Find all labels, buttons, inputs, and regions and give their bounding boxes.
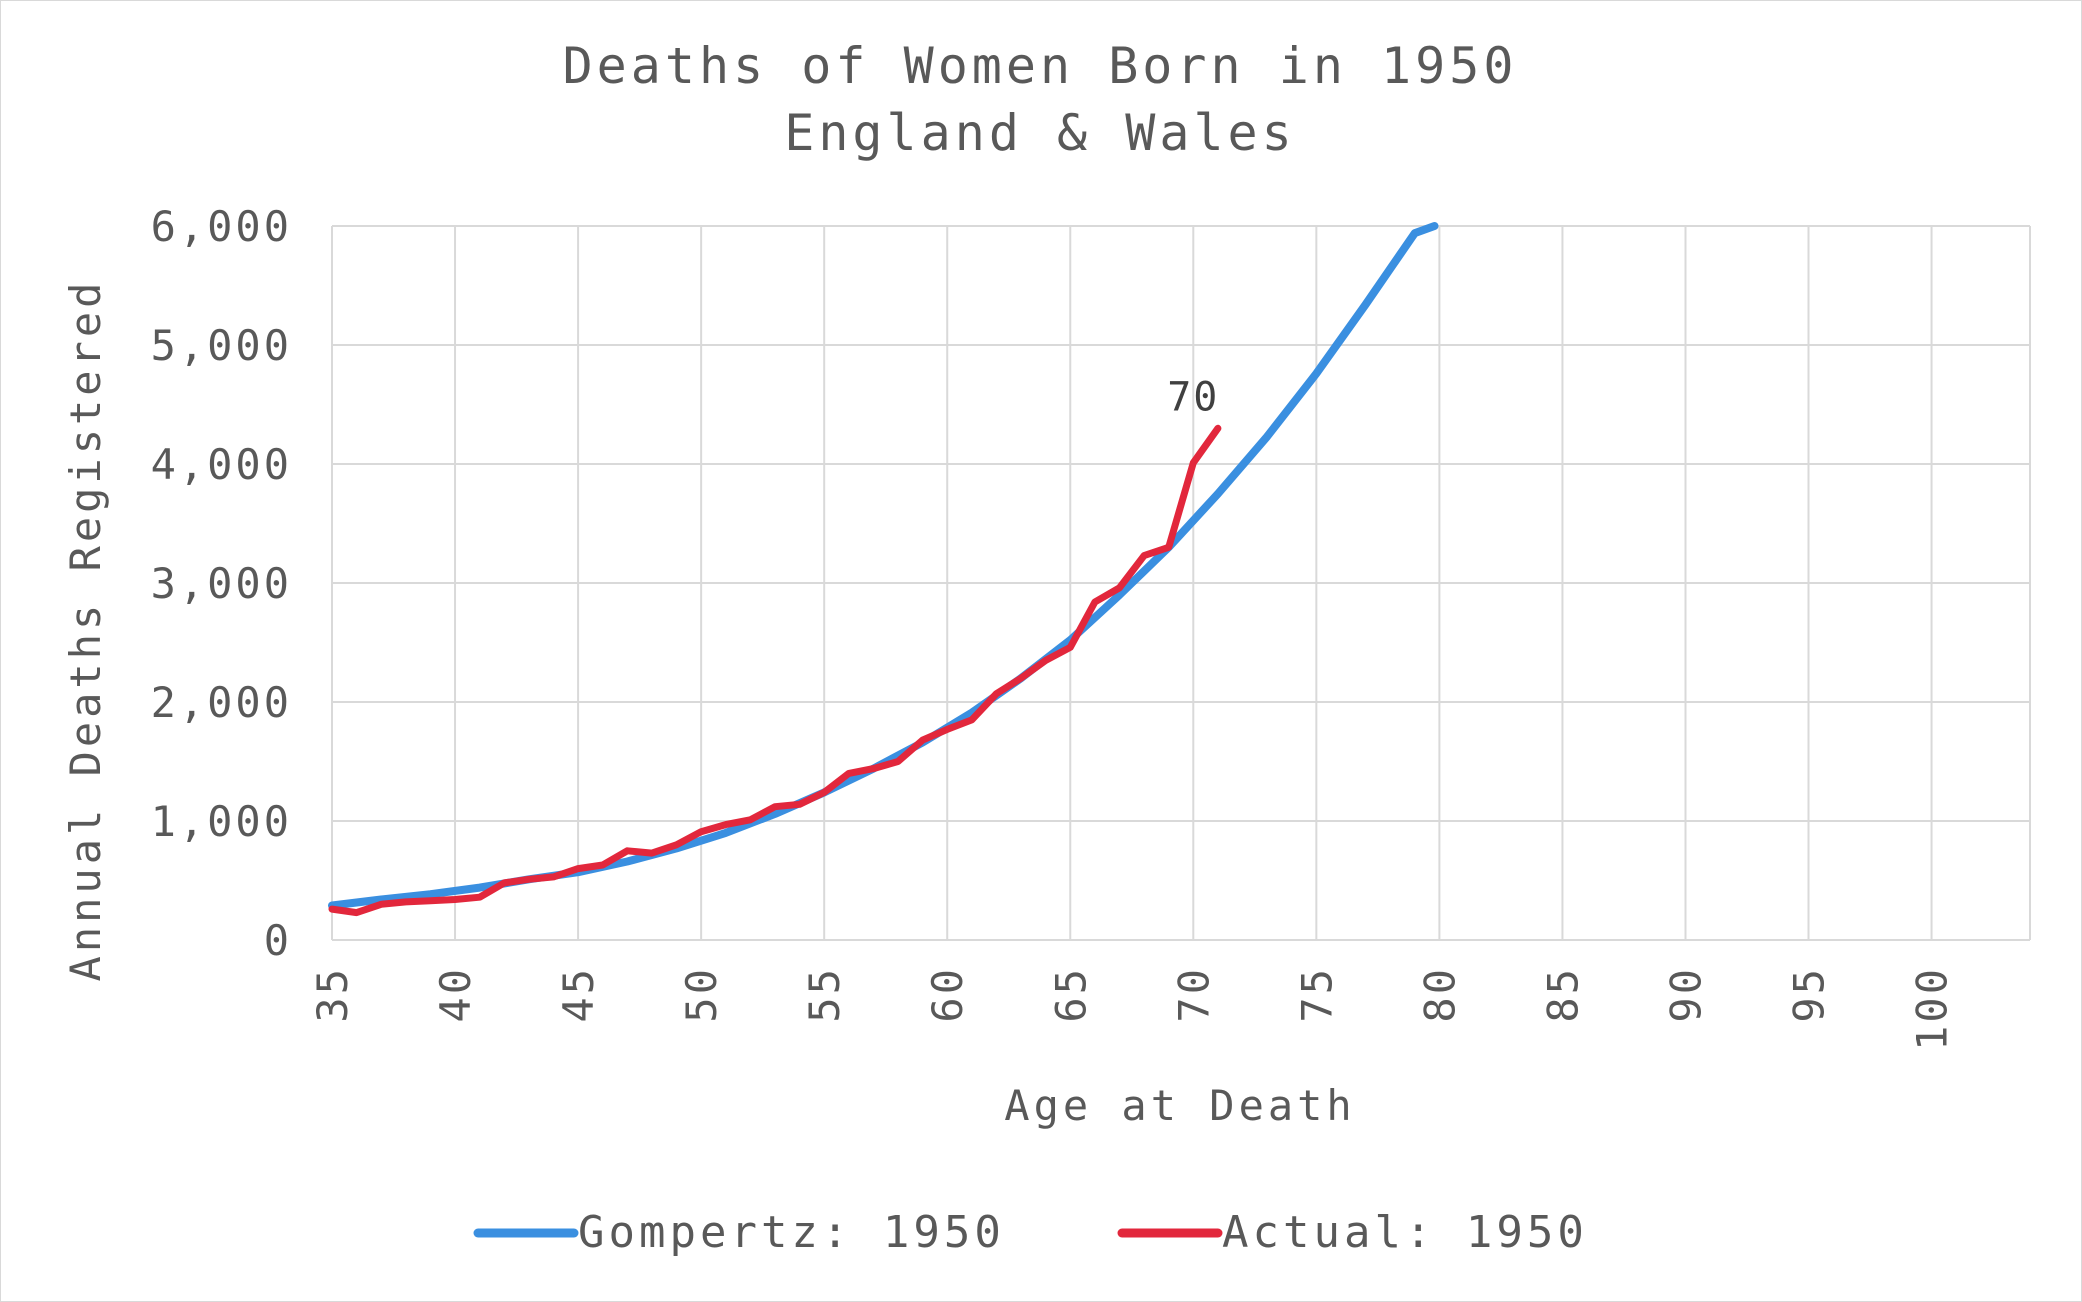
x-tick-label: 60 [923, 966, 972, 1023]
x-tick-label: 35 [308, 966, 357, 1023]
chart-subtitle: England & Wales [784, 104, 1296, 162]
x-tick-label: 85 [1538, 966, 1587, 1023]
y-tick-label: 5,000 [151, 321, 292, 370]
y-tick-label: 2,000 [151, 678, 292, 727]
y-tick-label: 4,000 [151, 440, 292, 489]
x-tick-label: 65 [1046, 966, 1095, 1023]
tick-labels: 0 1,000 2,000 3,000 4,000 5,000 6,000 35 40 45 50 5… [151, 202, 1957, 1051]
y-tick-label: 6,000 [151, 202, 292, 251]
x-tick-label: 95 [1785, 966, 1834, 1023]
x-axis-title: Age at Death [1004, 1081, 1355, 1130]
x-tick-label: 70 [1169, 966, 1218, 1023]
legend-label-gompertz: Gompertz: 1950 [578, 1207, 1005, 1258]
grid [331, 225, 2031, 941]
y-tick-label: 1,000 [151, 797, 292, 846]
x-tick-label: 80 [1415, 966, 1464, 1023]
series [328, 222, 1439, 917]
y-tick-label: 0 [264, 916, 292, 965]
x-tick-label: 55 [800, 966, 849, 1023]
data-labels: 70 [1167, 374, 1219, 420]
legend: Gompertz: 1950 Actual: 1950 [473, 1207, 1588, 1258]
series-line-actual [328, 424, 1222, 917]
y-axis-title: Annual Deaths Registered [61, 279, 110, 982]
x-tick-label: 100 [1908, 966, 1957, 1051]
x-tick-label: 50 [677, 966, 726, 1023]
series-line-gompertz [328, 222, 1439, 910]
data-label: 70 [1167, 374, 1219, 420]
x-tick-label: 40 [431, 966, 480, 1023]
x-tick-label: 90 [1661, 966, 1710, 1023]
y-tick-label: 3,000 [151, 559, 292, 608]
x-tick-label: 75 [1292, 966, 1341, 1023]
x-tick-label: 45 [554, 966, 603, 1023]
legend-label-actual: Actual: 1950 [1222, 1207, 1588, 1258]
chart-title: Deaths of Women Born in 1950 [563, 37, 1518, 95]
